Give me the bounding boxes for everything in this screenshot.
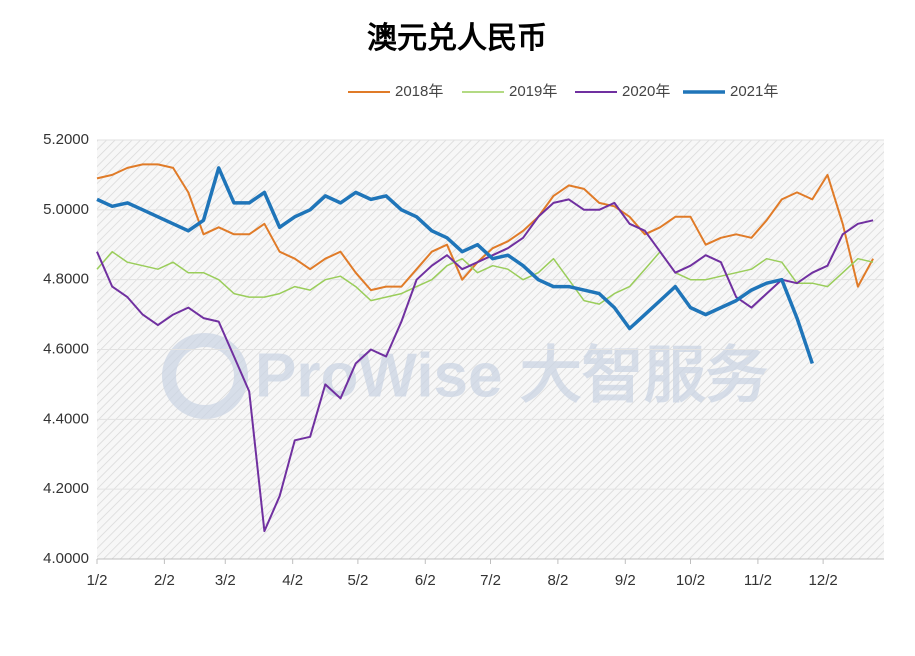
- legend-label: 2020年: [622, 83, 670, 100]
- x-tick-label: 11/2: [744, 572, 772, 589]
- y-tick-label: 4.0000: [43, 550, 89, 567]
- y-tick-label: 5.2000: [43, 131, 89, 148]
- x-tick-label: 3/2: [215, 572, 236, 589]
- x-tick-label: 12/2: [809, 572, 838, 589]
- x-tick-label: 4/2: [282, 572, 303, 589]
- chart-title: 澳元兑人民币: [367, 22, 547, 55]
- y-tick-label: 4.4000: [43, 410, 89, 427]
- y-tick-label: 4.2000: [43, 480, 89, 497]
- watermark: ProWise 大智服务: [255, 341, 768, 410]
- y-tick-label: 4.8000: [43, 271, 89, 288]
- series-line: [96, 198, 874, 533]
- x-tick-label: 1/2: [87, 572, 108, 589]
- legend-label: 2021年: [730, 83, 778, 100]
- legend-label: 2019年: [509, 83, 557, 100]
- x-tick-label: 6/2: [415, 572, 436, 589]
- x-tick-label: 2/2: [154, 572, 175, 589]
- series-line: [96, 163, 874, 292]
- x-tick-label: 8/2: [547, 572, 568, 589]
- y-tick-label: 5.0000: [43, 201, 89, 218]
- y-tick-label: 4.6000: [43, 340, 89, 357]
- x-tick-label: 9/2: [615, 572, 636, 589]
- x-tick-label: 5/2: [347, 572, 368, 589]
- x-tick-label: 10/2: [676, 572, 705, 589]
- legend-label: 2018年: [395, 83, 443, 100]
- x-tick-label: 7/2: [480, 572, 501, 589]
- series-line: [96, 250, 874, 305]
- watermark-icon: [162, 333, 248, 419]
- series-line: [96, 166, 814, 365]
